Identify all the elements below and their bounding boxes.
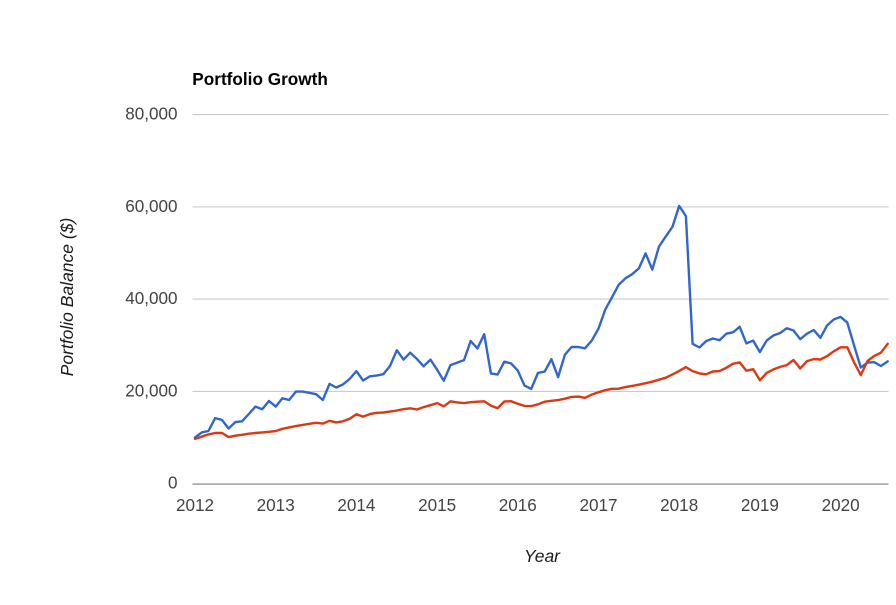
svg-text:2016: 2016: [499, 496, 537, 515]
svg-text:Portfolio Balance ($): Portfolio Balance ($): [57, 218, 77, 377]
svg-text:Portfolio Growth: Portfolio Growth: [192, 69, 328, 89]
svg-text:2013: 2013: [257, 496, 295, 515]
svg-text:2020: 2020: [822, 496, 860, 515]
svg-text:2018: 2018: [660, 496, 698, 515]
svg-text:20,000: 20,000: [125, 382, 177, 401]
svg-text:2019: 2019: [741, 496, 779, 515]
svg-text:60,000: 60,000: [125, 197, 177, 216]
svg-text:2017: 2017: [579, 496, 617, 515]
svg-text:0: 0: [168, 474, 178, 493]
svg-text:2014: 2014: [337, 496, 375, 515]
svg-text:Year: Year: [524, 546, 561, 566]
svg-text:40,000: 40,000: [125, 289, 177, 308]
svg-text:2015: 2015: [418, 496, 456, 515]
svg-text:80,000: 80,000: [125, 105, 177, 124]
svg-text:2012: 2012: [176, 496, 214, 515]
